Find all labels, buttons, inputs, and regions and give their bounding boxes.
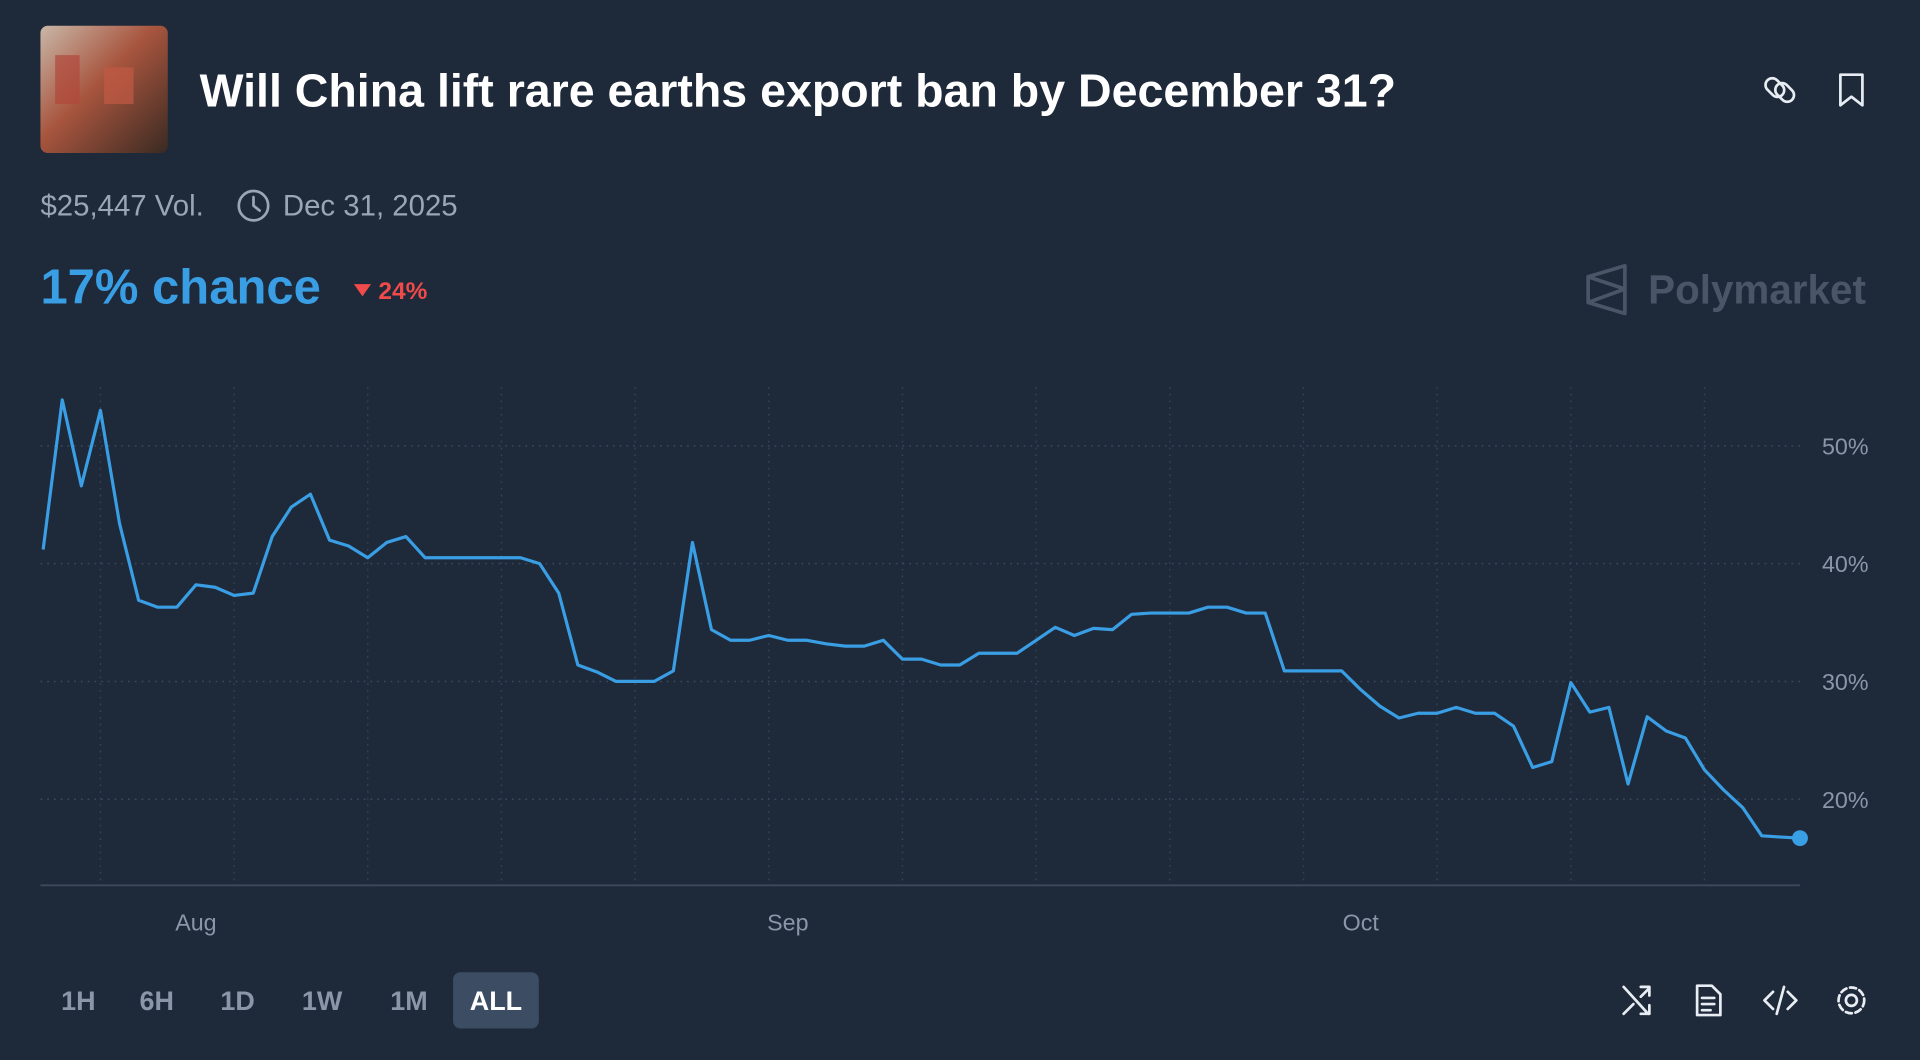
timeframe-button[interactable]: 6H [140,986,174,1016]
chart: 20% 30% 40% 50% Aug Sep Oct [40,386,1869,936]
price-line [41,398,1801,840]
last-point [1792,830,1808,847]
settings-button[interactable] [1837,986,1866,1015]
y-tick-label: 40% [1822,551,1869,577]
timeframe-button[interactable]: 1D [220,986,254,1016]
chance-change: 24% [378,278,427,305]
y-tick-label: 50% [1822,433,1869,459]
volume: $25,447 Vol. [40,190,203,223]
timeframe-selected-bg[interactable] [453,972,539,1029]
timeframe-buttons: 1H 6H 1D 1W 1M ALL [61,972,539,1029]
bookmark-button[interactable] [1839,73,1864,107]
brand-name: Polymarket [1648,267,1866,313]
embed-button[interactable] [1763,985,1798,1016]
timeframe-button[interactable]: 1M [390,986,427,1016]
down-arrow [353,284,372,297]
shuffle-button[interactable] [1622,985,1651,1016]
chance: 17% chance [40,261,320,315]
timeframe-button[interactable]: ALL [470,986,522,1016]
timeframe-button[interactable]: 1W [302,986,343,1016]
clock-icon [237,189,270,222]
thumbnail-detail [104,67,134,105]
x-tick-label: Oct [1343,910,1380,936]
brand-logo [1586,263,1627,316]
x-tick-label: Sep [767,910,808,936]
rules-button[interactable] [1695,984,1722,1017]
link-button[interactable] [1763,75,1797,104]
y-tick-label: 30% [1822,669,1869,695]
timeframe-button[interactable]: 1H [61,986,95,1016]
x-tick-label: Aug [175,910,216,936]
thumbnail-detail [55,55,80,105]
market-title: Will China lift rare earths export ban b… [200,65,1396,117]
end-date: Dec 31, 2025 [283,190,458,223]
y-tick-label: 20% [1822,787,1869,813]
